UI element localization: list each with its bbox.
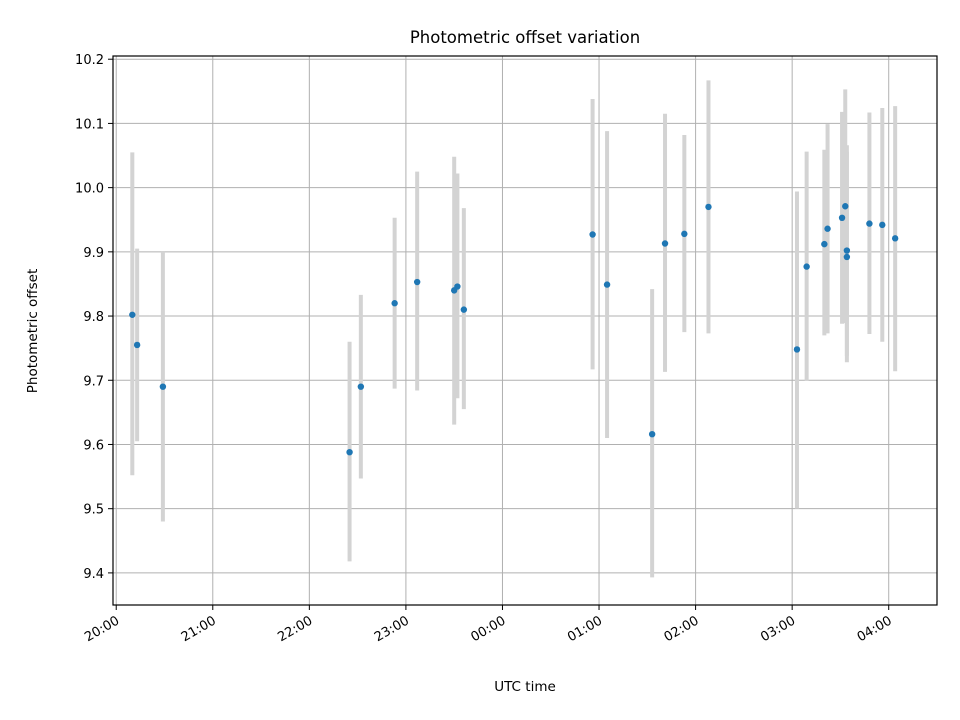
- y-tick-label: 10.2: [75, 53, 104, 68]
- data-point: [879, 221, 886, 229]
- grid: [113, 56, 937, 605]
- data-points: [129, 203, 899, 456]
- x-axis-label: UTC time: [494, 679, 556, 695]
- data-point: [460, 306, 468, 313]
- data-point: [603, 281, 611, 288]
- y-axis: 9.4 9.5 9.6 9.7 9.8 9.9 10.0 10.1 10.2: [75, 53, 113, 582]
- data-point: [705, 203, 712, 211]
- y-tick-label: 10.0: [75, 182, 104, 197]
- data-point: [589, 231, 596, 238]
- y-tick-label: 9.7: [83, 374, 104, 389]
- data-point: [838, 214, 846, 222]
- plot-area-frame: [112, 55, 938, 606]
- y-tick-label: 9.9: [83, 246, 104, 261]
- data-point: [648, 431, 656, 438]
- data-point: [454, 283, 461, 290]
- data-point: [129, 311, 136, 318]
- data-point: [357, 383, 365, 390]
- y-tick-label: 9.6: [83, 438, 104, 453]
- data-point: [803, 263, 810, 270]
- y-tick-label: 9.8: [83, 310, 104, 325]
- data-point: [391, 300, 398, 307]
- y-axis-label: Photometric offset: [25, 269, 41, 393]
- y-tick-label: 10.1: [75, 117, 104, 132]
- data-point: [681, 230, 688, 238]
- data-point: [413, 278, 421, 286]
- y-tick-label: 9.4: [83, 567, 104, 582]
- data-point: [843, 247, 851, 254]
- data-point: [133, 341, 141, 349]
- data-point: [843, 253, 851, 261]
- data-point: [842, 203, 849, 210]
- data-point: [661, 240, 669, 247]
- data-point: [866, 220, 873, 227]
- data-point: [346, 448, 353, 456]
- chart-title: Photometric offset variation: [410, 28, 640, 47]
- y-tick-label: 9.5: [83, 503, 104, 518]
- data-point: [821, 240, 828, 248]
- data-point: [159, 383, 167, 390]
- data-point: [793, 346, 801, 353]
- data-point: [824, 225, 831, 232]
- data-point: [891, 235, 899, 242]
